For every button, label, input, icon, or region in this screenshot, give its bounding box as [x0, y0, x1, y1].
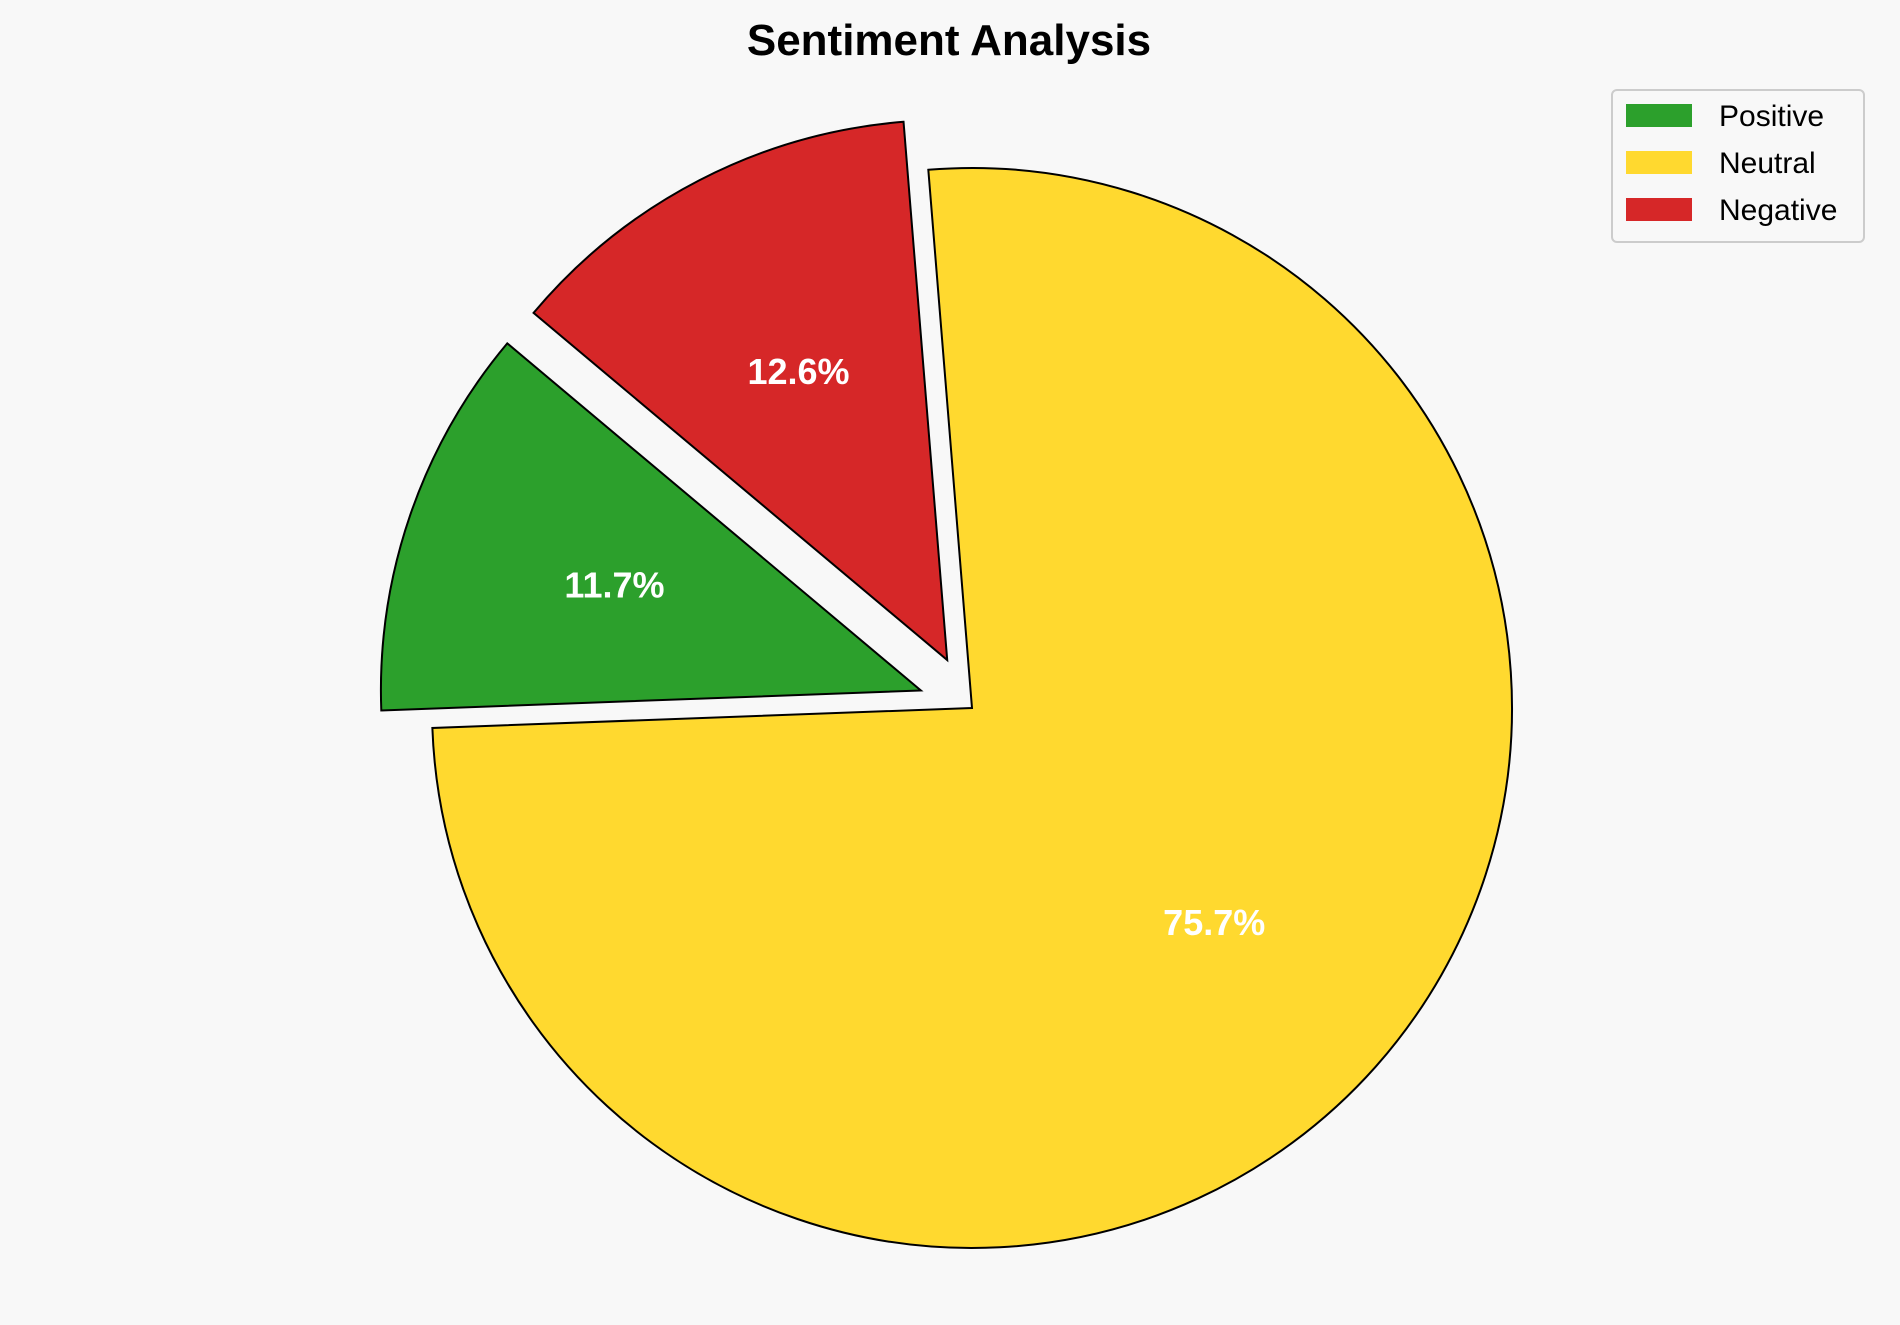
slices [379, 120, 1513, 1249]
slice-positive [379, 341, 924, 712]
slice-neutral [431, 167, 1513, 1249]
legend-label-positive: Positive [1719, 100, 1824, 133]
legend-swatch-neutral [1626, 151, 1692, 174]
legend: Positive Neutral Negative [1611, 89, 1865, 243]
slice-labels: 11.7% 75.7% 12.6% [564, 351, 1265, 943]
legend-swatch-negative [1626, 198, 1692, 221]
slice-label-positive: 11.7% [564, 564, 664, 605]
legend-swatch-positive [1626, 104, 1692, 127]
legend-label-neutral: Neutral [1719, 147, 1816, 180]
slice-negative [532, 120, 949, 663]
slice-label-neutral: 75.7% [1163, 902, 1265, 943]
chart-title: Sentiment Analysis [747, 16, 1151, 65]
legend-label-negative: Negative [1719, 194, 1837, 227]
slice-label-negative: 12.6% [747, 351, 849, 392]
